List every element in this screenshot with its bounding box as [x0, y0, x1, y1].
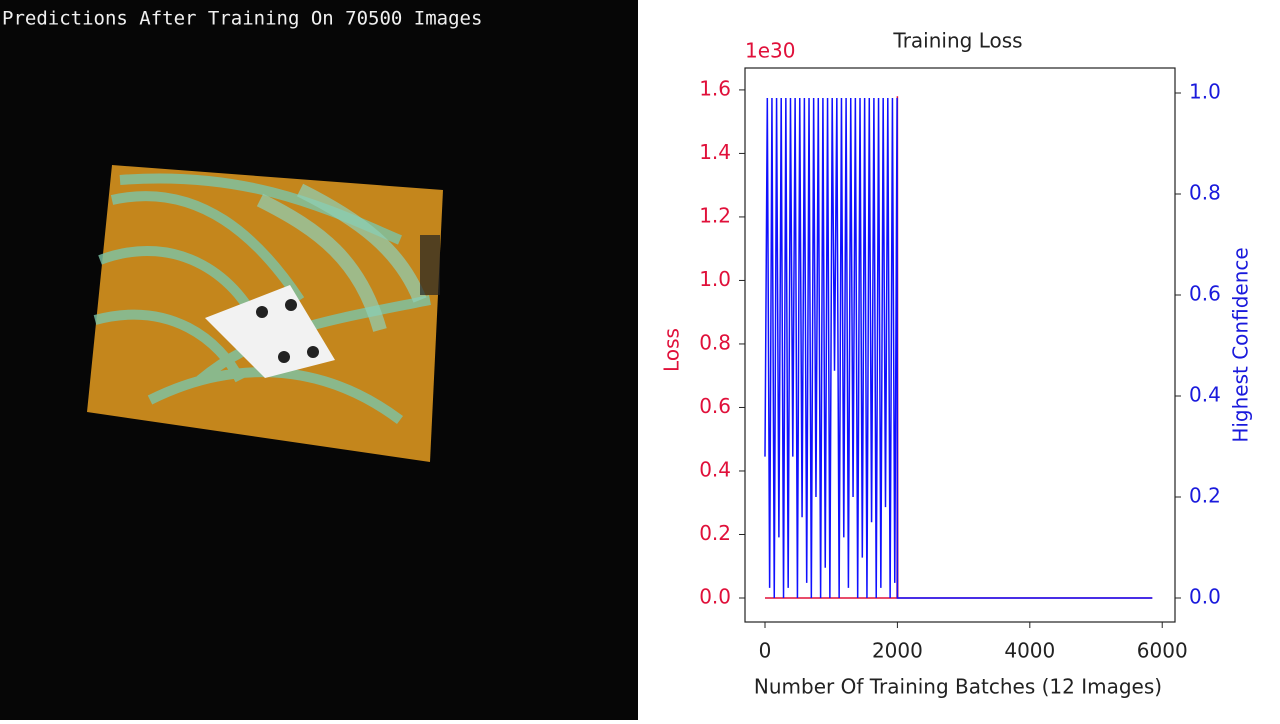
- y2-tick-label: 0.4: [1189, 383, 1221, 407]
- y-tick-label: 1.4: [699, 140, 731, 164]
- y2-tick-label: 1.0: [1189, 79, 1221, 103]
- y2-tick-label: 0.0: [1189, 585, 1221, 609]
- y2-axis-label: Highest Confidence: [1229, 247, 1253, 442]
- x-tick-label: 0: [759, 639, 772, 663]
- y-tick-label: 0.4: [699, 457, 731, 481]
- prediction-image: [87, 165, 443, 462]
- y-tick-label: 1.2: [699, 203, 731, 227]
- y2-tick-label: 0.2: [1189, 484, 1221, 508]
- x-axis-label: Number Of Training Batches (12 Images): [754, 675, 1162, 699]
- y2-tick-label: 0.6: [1189, 282, 1221, 306]
- y-tick-label: 1.6: [699, 76, 731, 100]
- y-tick-label: 0.8: [699, 330, 731, 354]
- y-tick-label: 0.6: [699, 394, 731, 418]
- y-tick-label: 0.2: [699, 521, 731, 545]
- y2-tick-label: 0.8: [1189, 181, 1221, 205]
- y-axis-label: Loss: [660, 328, 684, 372]
- x-tick-label: 4000: [1004, 639, 1055, 663]
- panel-title: Predictions After Training On 70500 Imag…: [2, 8, 482, 30]
- y-tick-label: 1.0: [699, 267, 731, 291]
- x-tick-label: 2000: [872, 639, 923, 663]
- offset-label: 1e30: [745, 39, 795, 63]
- chart-title: Training Loss: [892, 29, 1022, 53]
- line-series: [764, 98, 1153, 599]
- x-tick-label: 6000: [1137, 639, 1188, 663]
- y-tick-label: 0.0: [699, 584, 731, 608]
- plot-frame: [744, 67, 1176, 623]
